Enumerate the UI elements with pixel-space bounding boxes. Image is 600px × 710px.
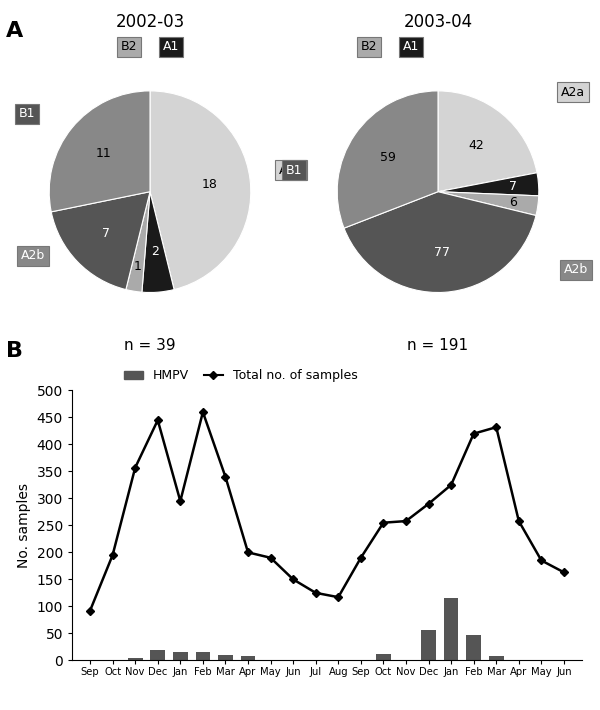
Wedge shape — [438, 192, 539, 216]
Bar — [376, 654, 391, 660]
Text: n = 39: n = 39 — [124, 338, 176, 353]
Wedge shape — [344, 192, 536, 293]
Text: 7: 7 — [103, 227, 110, 240]
Text: A2a: A2a — [279, 164, 303, 177]
Wedge shape — [126, 192, 150, 293]
Title: 2002-03: 2002-03 — [115, 13, 185, 31]
Title: 2003-04: 2003-04 — [403, 13, 473, 31]
Wedge shape — [51, 192, 150, 290]
Text: 11: 11 — [95, 147, 111, 160]
Bar — [173, 652, 188, 660]
Bar — [218, 655, 233, 660]
Bar — [128, 657, 143, 660]
Text: n = 191: n = 191 — [407, 338, 469, 353]
Text: 42: 42 — [469, 138, 484, 152]
Wedge shape — [49, 91, 150, 212]
Wedge shape — [150, 91, 251, 290]
Bar — [151, 650, 165, 660]
Text: A2a: A2a — [561, 86, 585, 99]
Text: B: B — [6, 341, 23, 361]
Wedge shape — [142, 192, 174, 293]
Text: B1: B1 — [19, 107, 35, 120]
Bar — [196, 652, 210, 660]
Bar — [489, 656, 503, 660]
Text: A1: A1 — [403, 40, 419, 53]
Bar — [241, 656, 256, 660]
Text: A2b: A2b — [564, 263, 588, 276]
Text: 77: 77 — [434, 246, 450, 258]
Text: 59: 59 — [380, 151, 396, 164]
Text: 2: 2 — [151, 246, 159, 258]
Wedge shape — [337, 91, 438, 228]
Text: 1: 1 — [134, 260, 142, 273]
Text: B2: B2 — [121, 40, 137, 53]
Y-axis label: No. samples: No. samples — [17, 483, 31, 568]
Text: B2: B2 — [361, 40, 377, 53]
Text: 7: 7 — [509, 180, 517, 192]
Text: A2b: A2b — [21, 249, 45, 262]
Wedge shape — [438, 173, 539, 196]
Bar — [444, 598, 458, 660]
Text: 18: 18 — [202, 178, 218, 191]
Bar — [466, 635, 481, 660]
Text: A: A — [6, 21, 23, 41]
Legend: HMPV, Total no. of samples: HMPV, Total no. of samples — [119, 364, 362, 388]
Text: B1: B1 — [286, 164, 302, 177]
Wedge shape — [438, 91, 537, 192]
Text: A1: A1 — [163, 40, 179, 53]
Text: 6: 6 — [509, 196, 517, 209]
Bar — [421, 630, 436, 660]
